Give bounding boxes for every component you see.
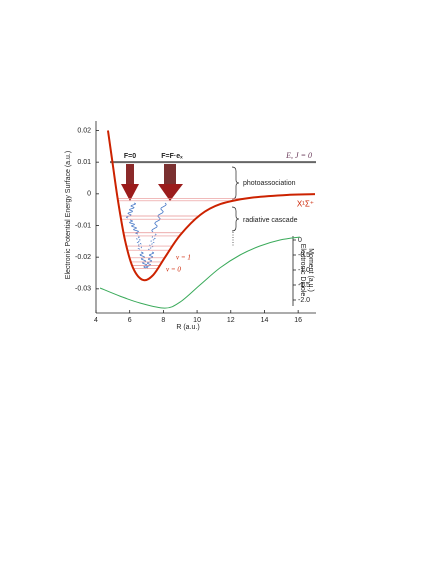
- y-tick-label: -0.02: [75, 254, 91, 261]
- y2-tick-label: 0: [298, 237, 302, 244]
- x-tick-label: 12: [227, 317, 235, 324]
- cascade-wave: [136, 235, 142, 251]
- y-tick-label: 0: [87, 191, 91, 198]
- energy-label: E, J = 0: [285, 151, 312, 160]
- arrow-label: F=F·eₓ: [161, 153, 183, 160]
- arrow: [164, 164, 176, 184]
- x-tick-label: 6: [128, 317, 132, 324]
- x-tick-label: 16: [294, 317, 302, 324]
- x-tick-label: 14: [261, 317, 269, 324]
- y2-tick-label: -1.5: [298, 282, 310, 289]
- arrow: [121, 184, 139, 201]
- y2-axis-label: Moment (a.u.): [307, 248, 314, 292]
- annotation: photoassociation: [243, 180, 296, 187]
- y-axis-label: Electronic Potential Energy Surface (a.u…: [65, 151, 72, 279]
- brace: [231, 166, 240, 200]
- y-tick-label: 0.01: [77, 159, 91, 166]
- annotation: v = 1: [176, 254, 191, 262]
- series-line: [99, 236, 300, 309]
- x-tick-label: 8: [161, 317, 165, 324]
- x-tick-label: 4: [94, 317, 98, 324]
- y2-axis-label: Electronic Dipole: [299, 244, 306, 297]
- annotation: v = 0: [166, 266, 181, 274]
- series-line: [106, 130, 316, 282]
- cascade-waves: [125, 202, 167, 269]
- y2-tick-label: -1.0: [298, 267, 310, 274]
- brace: [231, 206, 240, 232]
- series-label: X¹Σ⁺: [297, 199, 314, 208]
- arrow: [126, 164, 134, 184]
- arrow: [158, 184, 183, 201]
- cascade-wave: [125, 202, 137, 219]
- y-tick-label: -0.01: [75, 222, 91, 229]
- cascade-wave: [129, 219, 139, 235]
- y2-tick-label: -2.0: [298, 297, 310, 304]
- x-axis-label: R (a.u.): [176, 324, 199, 331]
- cascade-wave: [148, 233, 157, 251]
- y2-tick-label: -0.5: [298, 252, 310, 259]
- cascade-wave: [151, 202, 167, 233]
- y-tick-label: -0.03: [75, 286, 91, 293]
- annotation: radiative cascade: [243, 217, 298, 224]
- arrow-label: F=0: [124, 153, 136, 160]
- x-tick-label: 10: [193, 317, 201, 324]
- y-tick-label: 0.02: [77, 127, 91, 134]
